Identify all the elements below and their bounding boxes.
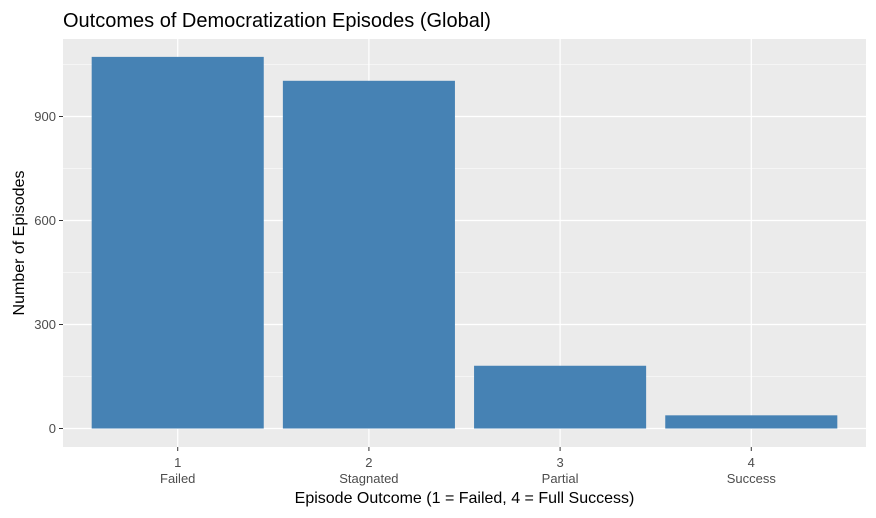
x-tick-label: 3 — [556, 455, 563, 470]
y-tick-label: 300 — [34, 317, 56, 332]
x-tick-sublabel: Stagnated — [339, 471, 398, 486]
x-tick-label: 1 — [174, 455, 181, 470]
x-tick-sublabel: Success — [727, 471, 777, 486]
x-tick-sublabel: Failed — [160, 471, 195, 486]
bars — [91, 56, 838, 429]
y-tick-label: 900 — [34, 109, 56, 124]
x-tick-label: 4 — [748, 455, 755, 470]
bar-stagnated — [282, 80, 455, 429]
x-axis-title: Episode Outcome (1 = Failed, 4 = Full Su… — [295, 490, 635, 507]
bar-partial — [474, 365, 647, 429]
bar-success — [665, 415, 838, 429]
x-tick-label: 2 — [365, 455, 372, 470]
y-axis-title: Number of Episodes — [11, 171, 28, 316]
chart-title: Outcomes of Democratization Episodes (Gl… — [63, 10, 491, 32]
y-axis: 0 300 600 900 — [34, 109, 63, 436]
x-tick-sublabel: Partial — [542, 471, 579, 486]
y-tick-label: 600 — [34, 213, 56, 228]
y-tick-label: 0 — [49, 421, 56, 436]
bar-failed — [91, 56, 264, 429]
